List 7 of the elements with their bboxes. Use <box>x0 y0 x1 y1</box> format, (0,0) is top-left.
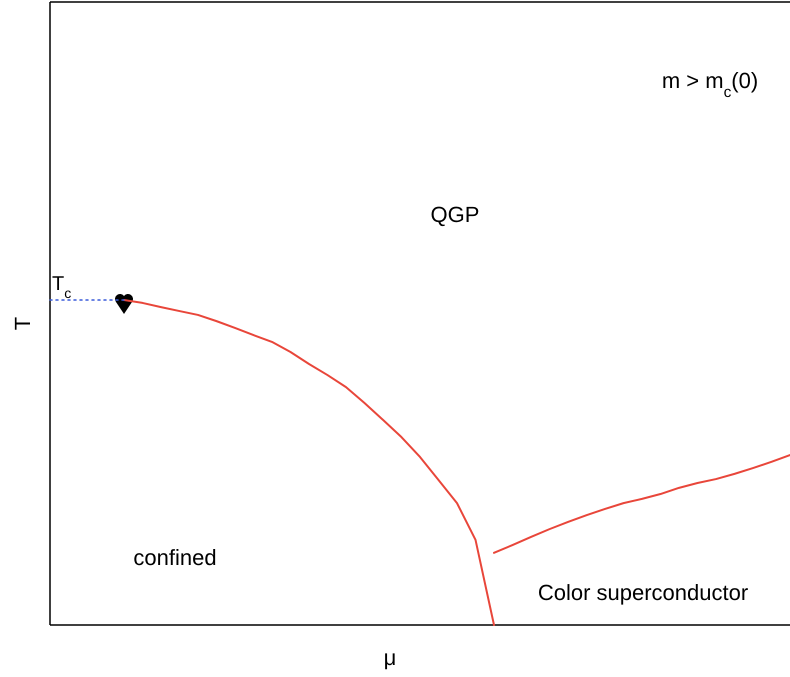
y-axis-title: T <box>10 316 35 330</box>
x-axis-title: μ <box>384 645 396 670</box>
text: QGP <box>430 202 480 227</box>
annotation: Color superconductor <box>538 580 748 605</box>
annotation: confined <box>133 545 217 570</box>
annotation: T$_{c}$ <box>52 273 72 301</box>
text: m > m$_{c}$(0) <box>662 68 758 100</box>
